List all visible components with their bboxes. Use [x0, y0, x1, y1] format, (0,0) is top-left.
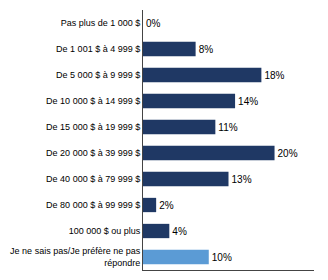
svg-text:De 80 000 $ à 99 999 $: De 80 000 $ à 99 999 $: [46, 200, 140, 210]
svg-text:4%: 4%: [172, 226, 187, 237]
svg-text:De 10 000 $ à 14 999 $: De 10 000 $ à 14 999 $: [46, 96, 140, 106]
svg-text:De 20 000 $ à 39 999 $: De 20 000 $ à 39 999 $: [46, 148, 140, 158]
svg-text:Je ne sais pas/Je préfère ne p: Je ne sais pas/Je préfère ne pasrépondre: [10, 246, 141, 268]
svg-text:13%: 13%: [232, 174, 252, 185]
svg-text:10%: 10%: [212, 252, 232, 263]
svg-text:100 000 $ ou plus: 100 000 $ ou plus: [69, 226, 141, 236]
svg-text:De 15 000 $ à 19 999 $: De 15 000 $ à 19 999 $: [46, 122, 140, 132]
svg-text:8%: 8%: [199, 44, 214, 55]
svg-text:11%: 11%: [218, 122, 237, 133]
svg-text:14%: 14%: [238, 96, 258, 107]
svg-text:18%: 18%: [264, 70, 284, 81]
svg-text:20%: 20%: [278, 148, 298, 159]
svg-text:De 5 000 $ à 9 999 $: De 5 000 $ à 9 999 $: [56, 70, 140, 80]
svg-text:De 40 000 $ à 79 999 $: De 40 000 $ à 79 999 $: [46, 174, 140, 184]
svg-text:De 1 001 $ à 4 999 $: De 1 001 $ à 4 999 $: [56, 44, 140, 54]
svg-text:2%: 2%: [159, 200, 174, 211]
svg-text:Pas plus de 1 000 $: Pas plus de 1 000 $: [61, 18, 141, 28]
svg-text:0%: 0%: [146, 18, 161, 29]
